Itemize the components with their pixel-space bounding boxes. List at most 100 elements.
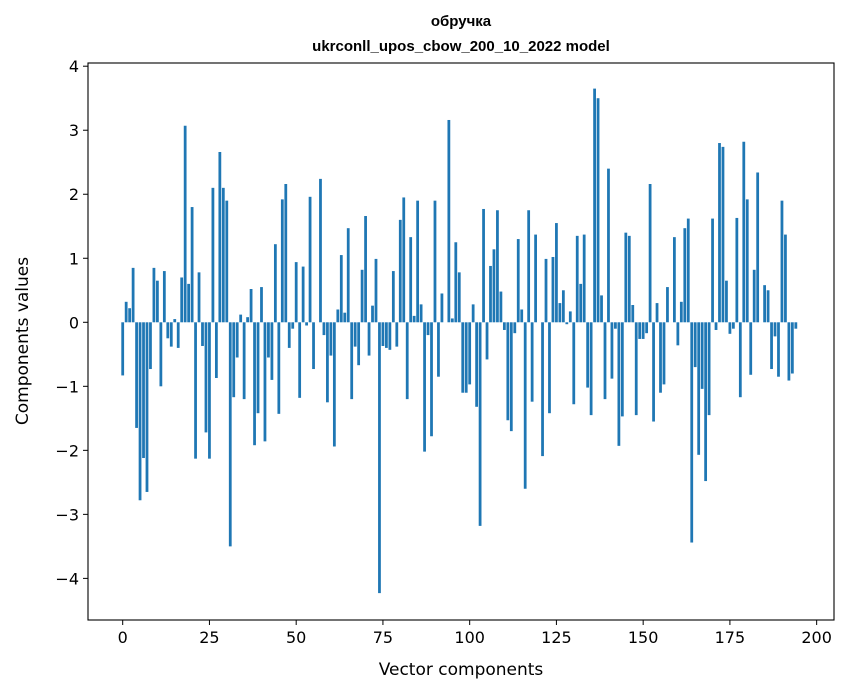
- bar-129: [568, 311, 572, 323]
- bar-54: [308, 196, 312, 323]
- y-tick-label-1: 1: [69, 249, 79, 268]
- bar-149: [638, 322, 642, 339]
- y-tick-label-0: 0: [69, 313, 79, 332]
- bar-146: [627, 235, 631, 323]
- y-tick-label-3: 3: [69, 121, 79, 140]
- bar-108: [496, 210, 499, 323]
- bar-145: [624, 232, 628, 323]
- bar-147: [631, 305, 635, 323]
- bar-10: [156, 280, 159, 323]
- bar-65: [346, 228, 350, 323]
- bar-174: [725, 280, 728, 323]
- bar-144: [620, 322, 624, 417]
- bar-20: [190, 207, 194, 323]
- bar-109: [499, 291, 503, 323]
- bar-44: [273, 244, 277, 323]
- bar-137: [596, 98, 600, 323]
- bar-162: [683, 228, 687, 323]
- bar-160: [676, 322, 680, 346]
- bar-90: [433, 200, 437, 323]
- bar-163: [686, 218, 690, 323]
- x-axis-ticks: 0 25 50 75 100 125 150 175 200: [118, 620, 832, 647]
- bar-4: [135, 322, 138, 428]
- bar-2: [128, 308, 132, 323]
- bar-192: [787, 322, 791, 381]
- bar-33: [235, 322, 239, 358]
- bar-180: [745, 199, 749, 323]
- bar-96: [454, 242, 458, 323]
- bar-72: [371, 305, 374, 323]
- bar-157: [666, 287, 669, 323]
- bar-82: [405, 322, 409, 400]
- bar-46: [280, 199, 284, 323]
- bar-81: [402, 197, 406, 323]
- bar-118: [530, 322, 534, 402]
- bar-148: [634, 322, 638, 416]
- bar-13: [166, 322, 170, 339]
- bar-74: [378, 322, 381, 594]
- bar-132: [579, 283, 583, 323]
- bar-152: [648, 184, 652, 323]
- bar-38: [253, 322, 256, 446]
- bar-98: [461, 322, 465, 393]
- bar-172: [718, 143, 721, 323]
- bar-16: [176, 322, 180, 348]
- bar-71: [367, 322, 371, 356]
- bar-114: [516, 239, 520, 323]
- bar-24: [204, 322, 208, 433]
- bar-15: [173, 319, 177, 323]
- bar-117: [527, 210, 531, 323]
- bar-32: [232, 322, 236, 398]
- bar-127: [561, 290, 565, 323]
- bar-5: [138, 322, 142, 501]
- bar-18: [183, 125, 187, 323]
- bar-42: [267, 322, 270, 358]
- bar-27: [214, 322, 218, 378]
- bar-112: [509, 322, 513, 432]
- bar-177: [735, 217, 739, 323]
- bar-164: [690, 322, 694, 543]
- bar-156: [662, 322, 666, 385]
- x-tick-label-0: 0: [118, 628, 128, 647]
- bar-123: [548, 322, 551, 414]
- bar-45: [277, 322, 281, 414]
- bar-124: [551, 256, 555, 323]
- bar-84: [412, 315, 416, 323]
- bar-173: [721, 146, 725, 323]
- bar-40: [260, 287, 263, 323]
- bar-63: [339, 255, 343, 323]
- bar-189: [777, 322, 780, 377]
- bar-89: [430, 322, 433, 437]
- bar-105: [485, 322, 489, 360]
- bar-92: [440, 293, 444, 323]
- bar-0: [121, 322, 125, 376]
- bar-94: [447, 119, 451, 323]
- bar-7: [145, 322, 149, 492]
- bar-28: [218, 151, 222, 323]
- bar-77: [388, 322, 392, 350]
- bar-70: [364, 216, 367, 323]
- bar-57: [319, 178, 322, 323]
- bar-26: [211, 187, 215, 323]
- bar-60: [329, 322, 333, 356]
- bar-73: [374, 258, 378, 323]
- bar-168: [704, 322, 708, 482]
- bar-186: [766, 290, 770, 323]
- y-axis-ticks: −4 −3 −2 −1 0 1 2 3 4: [55, 57, 88, 588]
- bar-190: [780, 200, 784, 323]
- bar-165: [693, 322, 697, 368]
- bar-37: [249, 289, 253, 323]
- bar-86: [419, 304, 423, 323]
- bar-8: [149, 322, 152, 370]
- bar-47: [284, 184, 288, 323]
- bar-110: [502, 322, 506, 330]
- bar-171: [714, 322, 718, 330]
- bar-17: [180, 277, 184, 323]
- bar-115: [520, 309, 524, 323]
- bar-185: [763, 285, 766, 323]
- bar-66: [350, 322, 354, 400]
- bar-9: [152, 267, 156, 323]
- bar-170: [711, 218, 714, 323]
- x-tick-label-25: 25: [199, 628, 219, 647]
